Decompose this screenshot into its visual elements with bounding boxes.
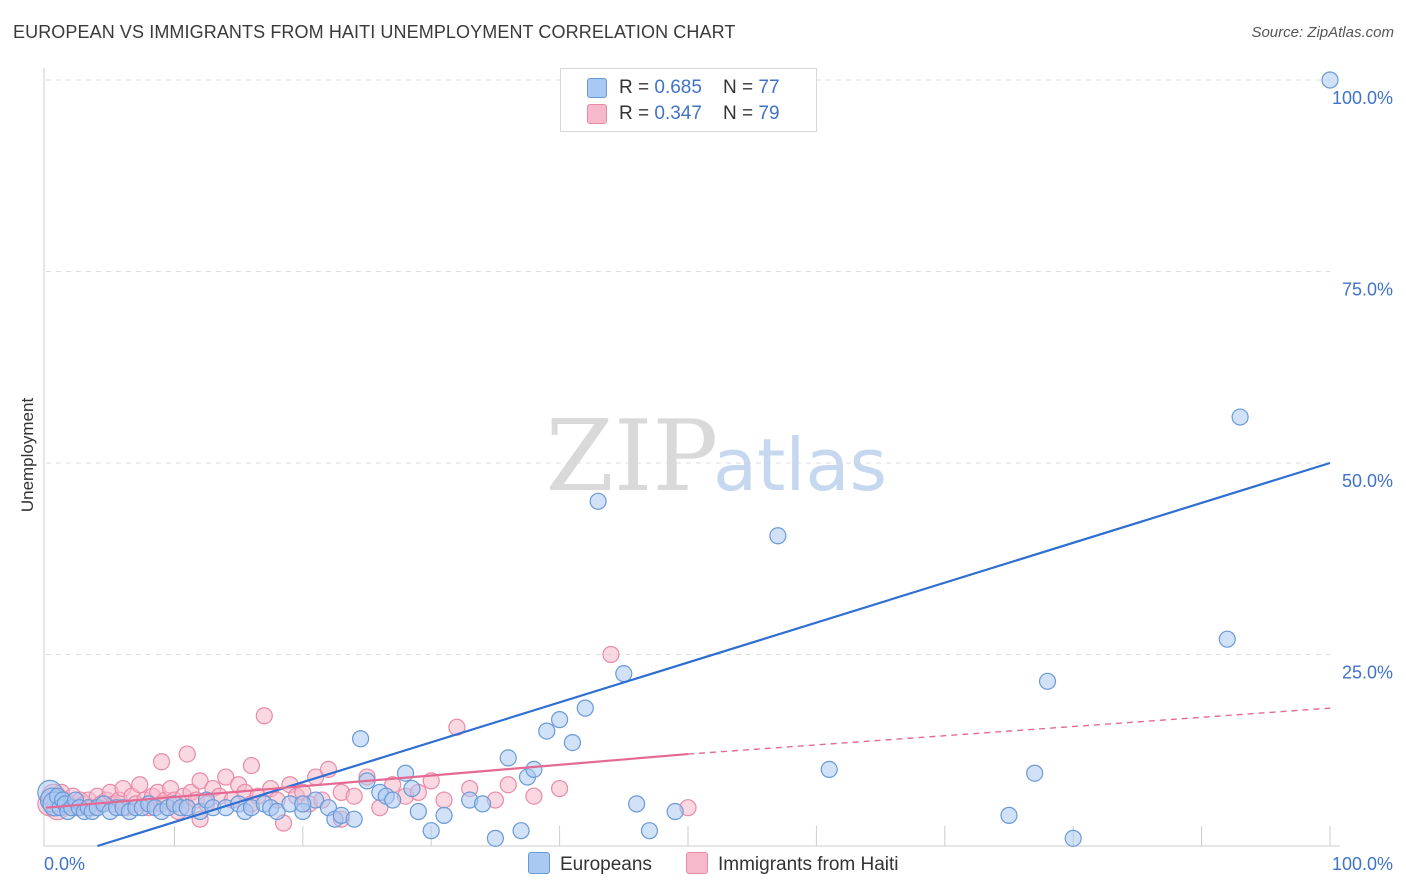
bottom-legend-haiti[interactable]: Immigrants from Haiti bbox=[686, 852, 899, 876]
europeans-point bbox=[1026, 764, 1044, 782]
europeans-point bbox=[294, 795, 312, 813]
axes bbox=[43, 68, 1340, 847]
europeans-point bbox=[640, 822, 659, 840]
watermark-zip: ZIP bbox=[546, 400, 719, 514]
y-tick-label: 75.0% bbox=[1342, 280, 1393, 300]
europeans-point bbox=[403, 779, 421, 798]
europeans-point bbox=[1000, 806, 1018, 824]
legend-r-value: 0.347 bbox=[654, 103, 702, 124]
y-tick-label: 25.0% bbox=[1342, 663, 1393, 683]
europeans-point bbox=[820, 760, 838, 779]
legend-n-label: N = bbox=[723, 103, 759, 124]
haiti-trend-extension bbox=[687, 707, 1331, 755]
europeans-point bbox=[422, 822, 440, 840]
haiti-point bbox=[152, 753, 171, 771]
haiti-trend-line bbox=[45, 752, 689, 809]
legend-swatch-haiti bbox=[587, 104, 607, 124]
europeans-point bbox=[345, 810, 363, 828]
haiti-point bbox=[345, 787, 363, 805]
watermark-atlas: atlas bbox=[713, 423, 887, 507]
bottom-legend-label-europeans: Europeans bbox=[560, 854, 652, 875]
legend-r-value: 0.685 bbox=[654, 77, 702, 98]
europeans-point bbox=[473, 795, 492, 813]
europeans-point bbox=[628, 795, 646, 813]
europeans-point bbox=[499, 749, 517, 767]
europeans-points bbox=[37, 71, 1339, 847]
europeans-point bbox=[563, 733, 582, 752]
haiti-point bbox=[242, 756, 261, 775]
europeans-point bbox=[486, 829, 504, 847]
y-tick-label: 100.0% bbox=[1332, 88, 1393, 108]
europeans-point bbox=[769, 527, 787, 545]
europeans-point bbox=[525, 760, 543, 779]
haiti-point bbox=[255, 707, 273, 725]
bottom-legend-label-haiti: Immigrants from Haiti bbox=[718, 854, 899, 875]
bottom-legend-swatch-europeans bbox=[528, 852, 550, 874]
haiti-point bbox=[499, 776, 517, 794]
chart-title: EUROPEAN VS IMMIGRANTS FROM HAITI UNEMPL… bbox=[13, 22, 736, 42]
legend-n-value: 79 bbox=[758, 103, 780, 124]
haiti-point bbox=[602, 645, 620, 664]
legend-r-label: R = bbox=[619, 103, 655, 124]
x-tick-label: 100.0% bbox=[1332, 854, 1393, 874]
tick-labels: 25.0% 50.0% 75.0% 100.0% 0.0% 100.0% bbox=[44, 88, 1393, 874]
haiti-point bbox=[178, 745, 196, 763]
europeans-point bbox=[615, 665, 633, 683]
source-label: Source: ZipAtlas.com bbox=[1251, 24, 1394, 41]
haiti-point bbox=[217, 768, 235, 786]
europeans-point bbox=[1038, 672, 1057, 690]
europeans-point bbox=[268, 802, 286, 821]
legend-r-label: R = bbox=[619, 77, 655, 98]
europeans-point bbox=[589, 492, 607, 510]
europeans-trend-line bbox=[97, 461, 1331, 848]
europeans-point bbox=[538, 722, 556, 740]
haiti-point bbox=[131, 776, 149, 794]
bottom-legend-swatch-haiti bbox=[686, 852, 708, 874]
legend-swatch-europeans bbox=[587, 78, 607, 98]
europeans-point bbox=[409, 802, 427, 821]
europeans-point bbox=[351, 730, 370, 748]
legend-n-value: 77 bbox=[758, 77, 780, 98]
legend-n-label: N = bbox=[723, 77, 759, 98]
bottom-legend-europeans[interactable]: Europeans bbox=[528, 852, 652, 876]
haiti-point bbox=[435, 791, 453, 809]
haiti-point bbox=[525, 787, 543, 805]
y-tick-label: 50.0% bbox=[1342, 471, 1393, 491]
europeans-point bbox=[1321, 71, 1339, 89]
europeans-point bbox=[550, 711, 569, 729]
watermark: ZIP atlas bbox=[546, 400, 887, 514]
europeans-point bbox=[435, 806, 453, 824]
europeans-point bbox=[384, 791, 402, 809]
europeans-point bbox=[1064, 829, 1082, 847]
trend-lines bbox=[45, 461, 1331, 848]
europeans-point bbox=[1218, 630, 1236, 648]
haiti-point bbox=[550, 779, 569, 798]
europeans-point bbox=[576, 699, 594, 717]
grid bbox=[46, 79, 1331, 846]
europeans-point bbox=[666, 802, 684, 821]
x-tick-label: 0.0% bbox=[44, 854, 85, 874]
europeans-point bbox=[1231, 408, 1249, 426]
europeans-point bbox=[512, 822, 530, 840]
correlation-legend: R = 0.685 N = 77 R = 0.347 N = 79 bbox=[560, 68, 817, 132]
haiti-point bbox=[191, 772, 209, 790]
